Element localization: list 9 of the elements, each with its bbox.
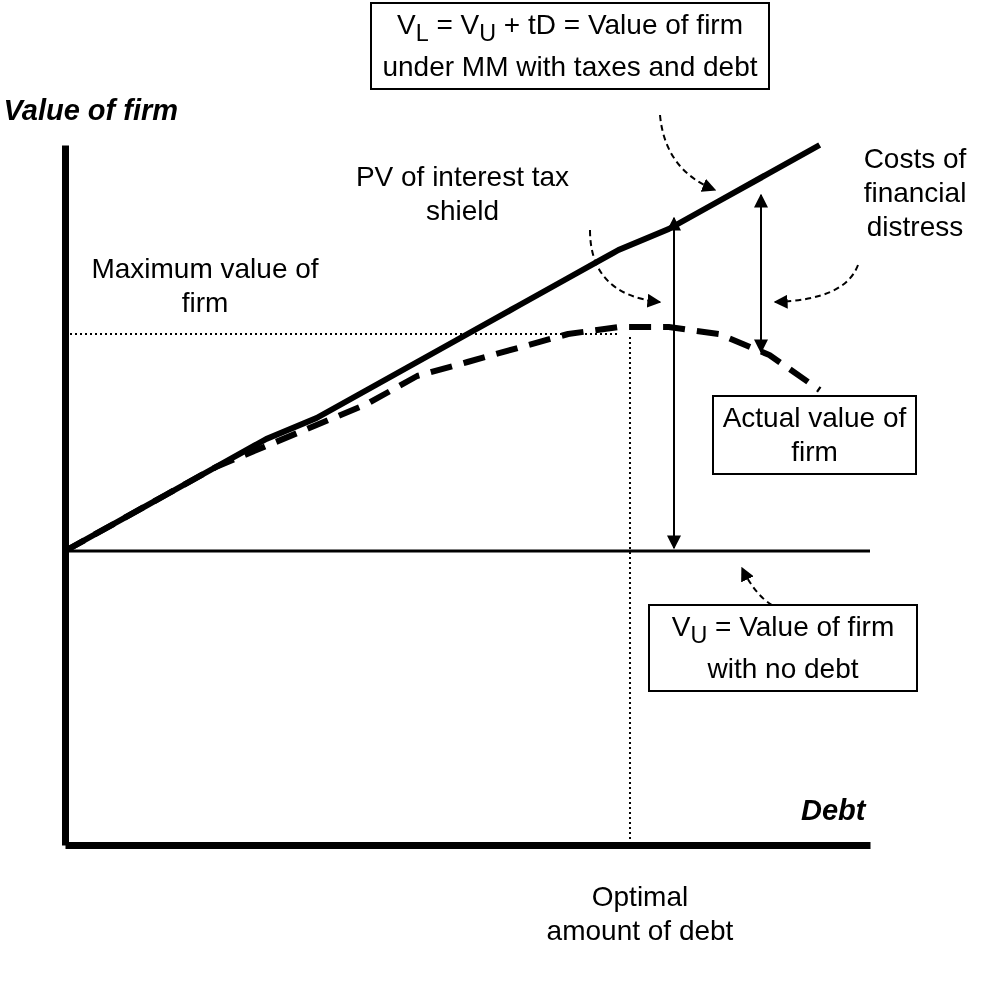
text: Optimal amount of debt: [545, 880, 735, 948]
annotation: V$_{U}$ = Value of firm with no debt: [648, 604, 918, 692]
y-axis-title: Value of firm: [3, 93, 179, 126]
annotation: Actual value of firm: [712, 395, 917, 475]
x-axis-title: Debt: [801, 793, 867, 826]
text: V$_{L}$ = V$_{U}$ + tD = Value of firm under MM with taxes and debt: [370, 2, 770, 90]
annotation: Costs of financial distress: [862, 142, 968, 244]
annotation: PV of interest tax shield: [354, 160, 571, 228]
annotation: Maximum value of firm: [90, 252, 320, 320]
